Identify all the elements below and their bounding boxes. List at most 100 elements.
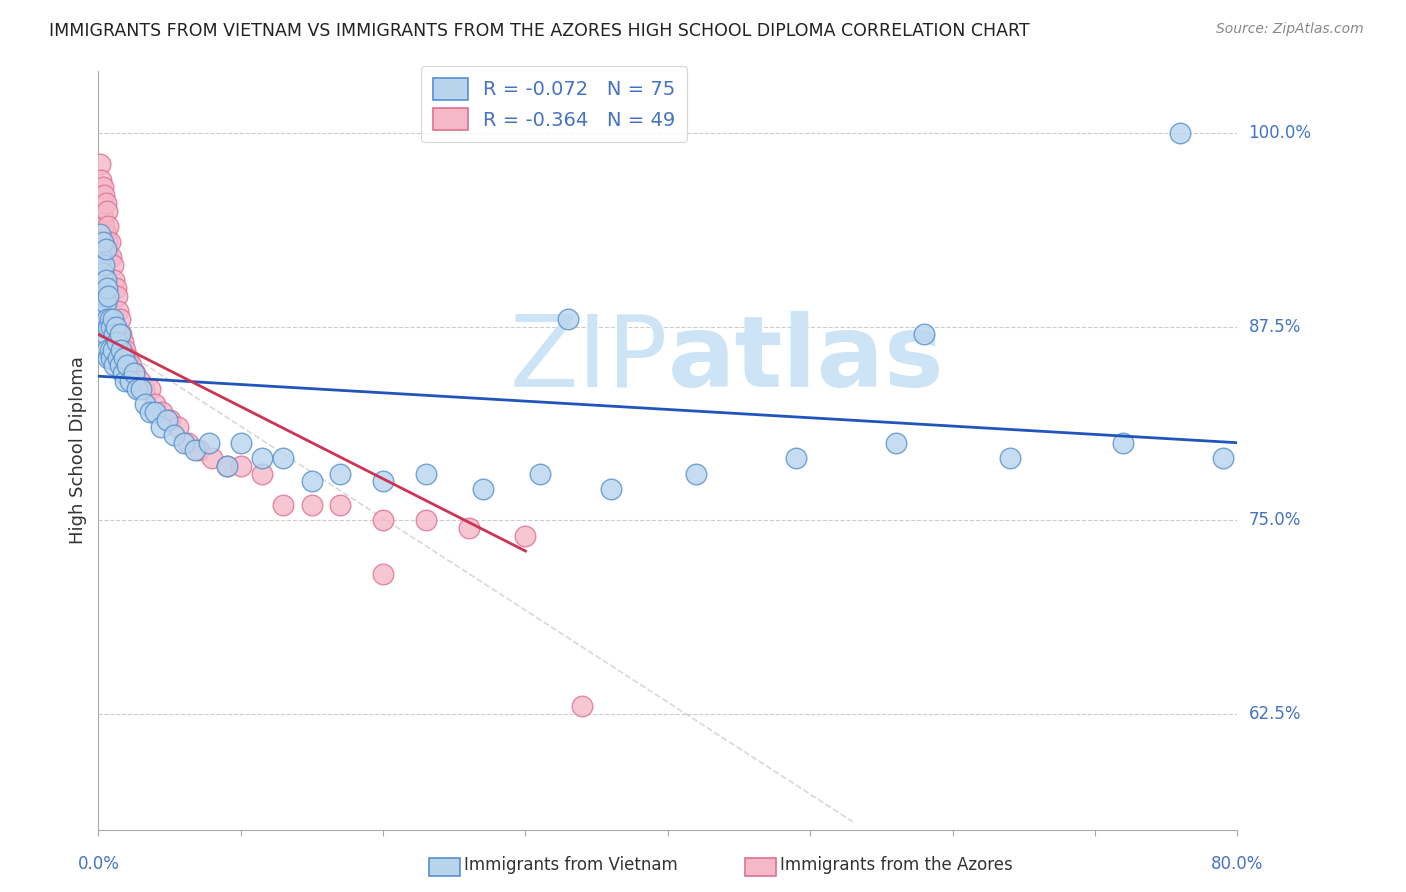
Point — [1170, 126, 1192, 140]
Point — [101, 343, 124, 357]
Text: Immigrants from the Azores: Immigrants from the Azores — [780, 856, 1014, 874]
Point — [104, 319, 127, 334]
Text: IMMIGRANTS FROM VIETNAM VS IMMIGRANTS FROM THE AZORES HIGH SCHOOL DIPLOMA CORREL: IMMIGRANTS FROM VIETNAM VS IMMIGRANTS FR… — [49, 22, 1029, 40]
Point — [301, 498, 323, 512]
Point — [100, 250, 122, 264]
Point — [114, 374, 136, 388]
Point — [167, 420, 190, 434]
Point — [104, 281, 127, 295]
Point — [101, 312, 124, 326]
Point — [685, 467, 707, 481]
Text: 100.0%: 100.0% — [1249, 124, 1312, 142]
Point — [912, 327, 935, 342]
Point — [163, 428, 186, 442]
Point — [97, 219, 120, 233]
Point — [198, 435, 221, 450]
Point — [118, 374, 141, 388]
Text: ZIP: ZIP — [509, 311, 668, 408]
Point — [96, 343, 118, 357]
Point — [373, 567, 395, 582]
Point — [103, 327, 125, 342]
Point — [138, 405, 160, 419]
Point — [100, 319, 122, 334]
Point — [105, 289, 128, 303]
Point — [91, 180, 114, 194]
Point — [90, 304, 112, 318]
Text: Source: ZipAtlas.com: Source: ZipAtlas.com — [1216, 22, 1364, 37]
Legend: R = -0.072   N = 75, R = -0.364   N = 49: R = -0.072 N = 75, R = -0.364 N = 49 — [420, 66, 688, 142]
Point — [110, 343, 132, 357]
Point — [177, 435, 200, 450]
Text: 87.5%: 87.5% — [1249, 318, 1301, 335]
Point — [145, 397, 167, 411]
Point — [215, 458, 238, 473]
Point — [134, 397, 156, 411]
Point — [138, 382, 160, 396]
Point — [93, 289, 115, 303]
Point — [329, 498, 352, 512]
Point — [159, 412, 181, 426]
Point — [301, 475, 323, 489]
Point — [97, 319, 120, 334]
Point — [129, 382, 152, 396]
Point — [93, 258, 115, 272]
Point — [229, 458, 252, 473]
Text: 0.0%: 0.0% — [77, 855, 120, 872]
Point — [110, 327, 132, 342]
Point — [94, 195, 117, 210]
Point — [112, 351, 135, 365]
Point — [215, 458, 238, 473]
Point — [96, 203, 118, 218]
Point — [571, 698, 593, 713]
Point — [93, 188, 115, 202]
Point — [108, 359, 131, 373]
Point — [457, 521, 479, 535]
Y-axis label: High School Diploma: High School Diploma — [69, 357, 87, 544]
Point — [94, 242, 117, 256]
Point — [785, 451, 807, 466]
Point — [91, 211, 114, 226]
Point — [97, 250, 120, 264]
Point — [101, 258, 124, 272]
Point — [201, 451, 224, 466]
Point — [373, 513, 395, 527]
Point — [188, 443, 211, 458]
Point — [250, 451, 273, 466]
Point — [96, 281, 118, 295]
Point — [515, 528, 537, 542]
Point — [415, 513, 437, 527]
Point — [115, 359, 138, 373]
Point — [229, 435, 252, 450]
Text: Immigrants from Vietnam: Immigrants from Vietnam — [464, 856, 678, 874]
Point — [124, 366, 146, 380]
Point — [156, 412, 179, 426]
Point — [105, 335, 128, 350]
Point — [128, 374, 150, 388]
Point — [98, 343, 121, 357]
Point — [150, 420, 173, 434]
Point — [600, 482, 623, 496]
Text: 62.5%: 62.5% — [1249, 705, 1301, 723]
Point — [96, 312, 118, 326]
Point — [94, 296, 117, 310]
Point — [90, 250, 112, 264]
Point — [89, 289, 111, 303]
Point — [373, 475, 395, 489]
Point — [329, 467, 352, 481]
Point — [184, 443, 207, 458]
Point — [122, 366, 145, 380]
Point — [97, 289, 120, 303]
Point — [132, 382, 155, 396]
Point — [100, 351, 122, 365]
Point — [557, 312, 579, 326]
Point — [120, 359, 142, 373]
Point — [1298, 435, 1320, 450]
Point — [91, 235, 114, 249]
Point — [103, 273, 125, 287]
Point — [89, 227, 111, 241]
Point — [111, 366, 134, 380]
Point — [114, 343, 136, 357]
Point — [98, 312, 121, 326]
Point — [117, 351, 139, 365]
Point — [529, 467, 551, 481]
